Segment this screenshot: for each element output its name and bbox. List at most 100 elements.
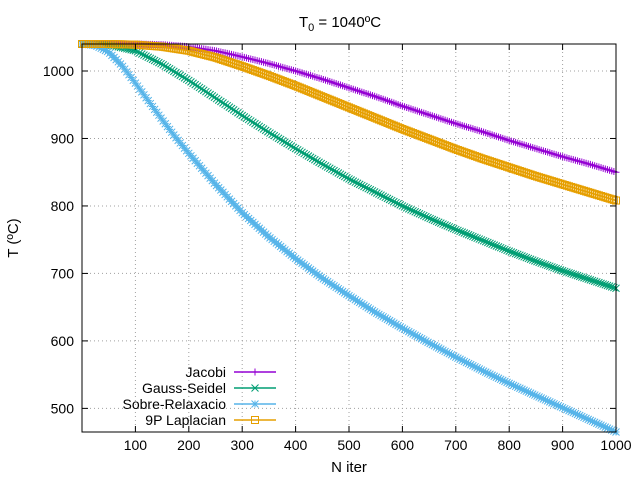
data-point: [278, 76, 287, 85]
data-point: [240, 63, 249, 72]
data-point: [569, 408, 578, 417]
data-point: [426, 339, 435, 348]
data-point: [432, 137, 441, 146]
data-point: [390, 197, 398, 206]
data-point: [580, 273, 588, 282]
data-point: [234, 108, 242, 117]
data-point: [518, 385, 526, 394]
data-point: [392, 320, 400, 329]
data-point: [349, 105, 358, 114]
data-point: [325, 279, 334, 287]
data-point: [451, 225, 460, 234]
data-point: [377, 191, 385, 200]
data-point: [131, 79, 140, 87]
data-point: [468, 151, 477, 160]
data-point: [174, 70, 182, 78]
data-point: [144, 96, 153, 105]
data-point: [340, 289, 349, 297]
data-point: [533, 392, 541, 400]
data-point: [560, 267, 569, 276]
data-point: [413, 332, 422, 341]
data-point: [323, 277, 332, 286]
data-point: [486, 370, 494, 379]
data-point: [387, 196, 396, 205]
data-point: [99, 45, 108, 54]
data-point: [172, 68, 180, 77]
data-point: [383, 194, 392, 203]
data-point: [315, 91, 324, 100]
data-point: [308, 154, 317, 163]
data-point: [396, 322, 405, 331]
data-point: [537, 259, 546, 268]
data-point: [142, 93, 150, 102]
data-point: [221, 56, 230, 65]
data-point: [135, 85, 144, 93]
data-point: [323, 94, 332, 103]
data-point: [251, 66, 260, 75]
data-point: [231, 107, 240, 116]
data-point: [530, 171, 539, 180]
data-point: [505, 163, 514, 172]
data-point: [601, 280, 610, 289]
data-point: [424, 338, 432, 347]
data-point: [428, 340, 437, 349]
data-point: [577, 186, 586, 195]
data-point: [599, 280, 608, 288]
data-point: [501, 245, 509, 254]
data-point: [400, 203, 409, 211]
data-point: [176, 71, 185, 80]
data-point: [345, 291, 353, 300]
data-point: [492, 242, 501, 250]
data-point: [430, 216, 439, 225]
data-point: [571, 184, 580, 193]
data-point: [535, 258, 543, 267]
data-point: [336, 170, 345, 179]
data-point: [246, 117, 255, 125]
legend-marker: [251, 384, 259, 392]
data-point: [419, 336, 428, 344]
data-point: [443, 348, 452, 357]
data-point: [586, 275, 595, 284]
data-point: [439, 346, 447, 355]
data-point: [584, 415, 593, 424]
data-point: [308, 88, 317, 97]
data-point: [362, 183, 370, 192]
data-point: [473, 364, 482, 372]
data-point: [539, 395, 548, 403]
data-point: [306, 87, 315, 96]
data-point: [206, 52, 215, 61]
data-point: [360, 182, 368, 191]
data-point: [539, 260, 548, 268]
data-point: [552, 178, 561, 187]
data-point: [411, 331, 420, 340]
data-point: [240, 113, 249, 121]
data-point: [381, 314, 390, 323]
data-point: [592, 190, 601, 199]
data-point: [193, 82, 202, 90]
data-point: [178, 72, 187, 81]
data-point: [582, 187, 591, 196]
data-point: [332, 167, 341, 176]
data-point: [556, 402, 565, 411]
data-point: [584, 188, 593, 197]
data-point: [516, 251, 524, 260]
data-point: [93, 42, 101, 51]
data-point: [505, 247, 514, 256]
data-point: [328, 165, 336, 174]
data-point: [227, 104, 236, 113]
data-point: [165, 64, 174, 73]
data-point: [101, 46, 110, 55]
data-point: [537, 394, 546, 402]
data-point: [539, 174, 548, 183]
data-point: [317, 159, 326, 168]
data-point: [325, 95, 334, 104]
data-point: [422, 212, 430, 221]
data-point: [304, 87, 313, 96]
data-point: [272, 133, 281, 141]
data-point: [377, 116, 386, 125]
data-point: [513, 166, 522, 175]
data-point: [400, 125, 409, 134]
data-point: [90, 41, 99, 50]
data-point: [605, 194, 614, 203]
data-point: [313, 157, 321, 165]
